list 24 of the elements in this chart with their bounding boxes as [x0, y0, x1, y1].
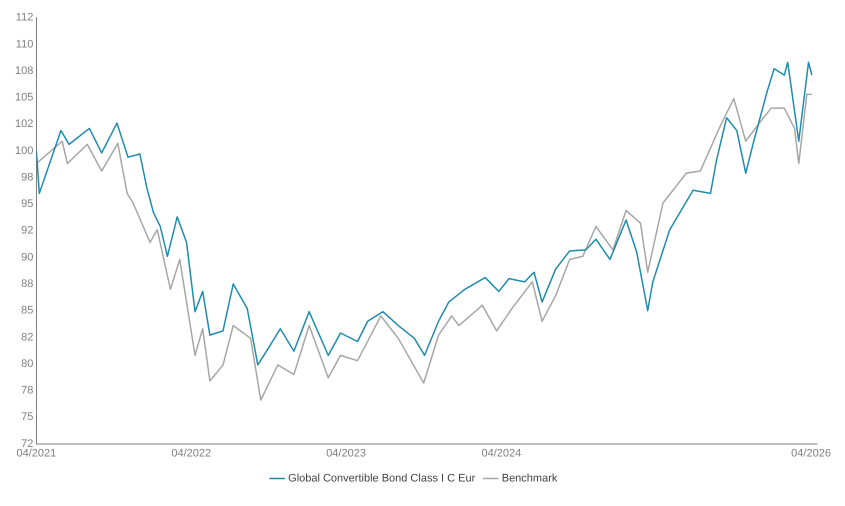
y-tick-label: 90	[21, 251, 34, 264]
y-tick-label: 112	[16, 12, 34, 24]
y-tick-label: 102	[14, 118, 34, 130]
y-tick-label: 72	[21, 438, 34, 450]
y-tick-label: 92	[21, 224, 34, 237]
y-tick-label: 80	[21, 358, 34, 370]
x-tick-label: 04/2024	[481, 447, 522, 460]
legend-label: Benchmark	[502, 472, 558, 485]
y-tick-label: 110	[16, 38, 34, 50]
y-tick-label: 78	[21, 384, 34, 397]
y-tick-label: 95	[21, 198, 34, 210]
x-tick-label: 04/2026	[791, 447, 831, 460]
y-tick-label: 88	[21, 278, 34, 290]
y-tick-label: 100	[14, 144, 34, 157]
x-tick-label: 04/2022	[171, 447, 212, 460]
y-tick-label: 98	[21, 171, 34, 184]
y-tick-label: 82	[21, 331, 34, 344]
y-tick-label: 108	[14, 64, 34, 77]
y-tick-label: 105	[14, 92, 34, 104]
x-tick-label: 04/2021	[16, 447, 56, 460]
y-tick-label: 85	[21, 304, 34, 317]
x-tick-label: 04/2023	[326, 447, 366, 460]
y-tick-label: 75	[21, 411, 34, 424]
legend-label: Global Convertible Bond Class I C Eur	[288, 472, 476, 485]
